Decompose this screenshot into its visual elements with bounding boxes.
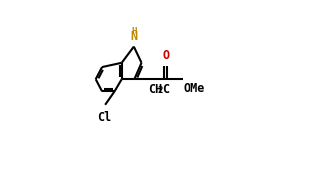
Text: C: C (162, 83, 169, 96)
Text: Cl: Cl (97, 111, 111, 124)
Text: O: O (162, 49, 169, 62)
Text: H: H (132, 27, 137, 37)
Text: 2: 2 (157, 86, 163, 95)
Text: CH: CH (148, 83, 163, 96)
Text: OMe: OMe (183, 82, 205, 95)
Text: N: N (130, 30, 138, 43)
